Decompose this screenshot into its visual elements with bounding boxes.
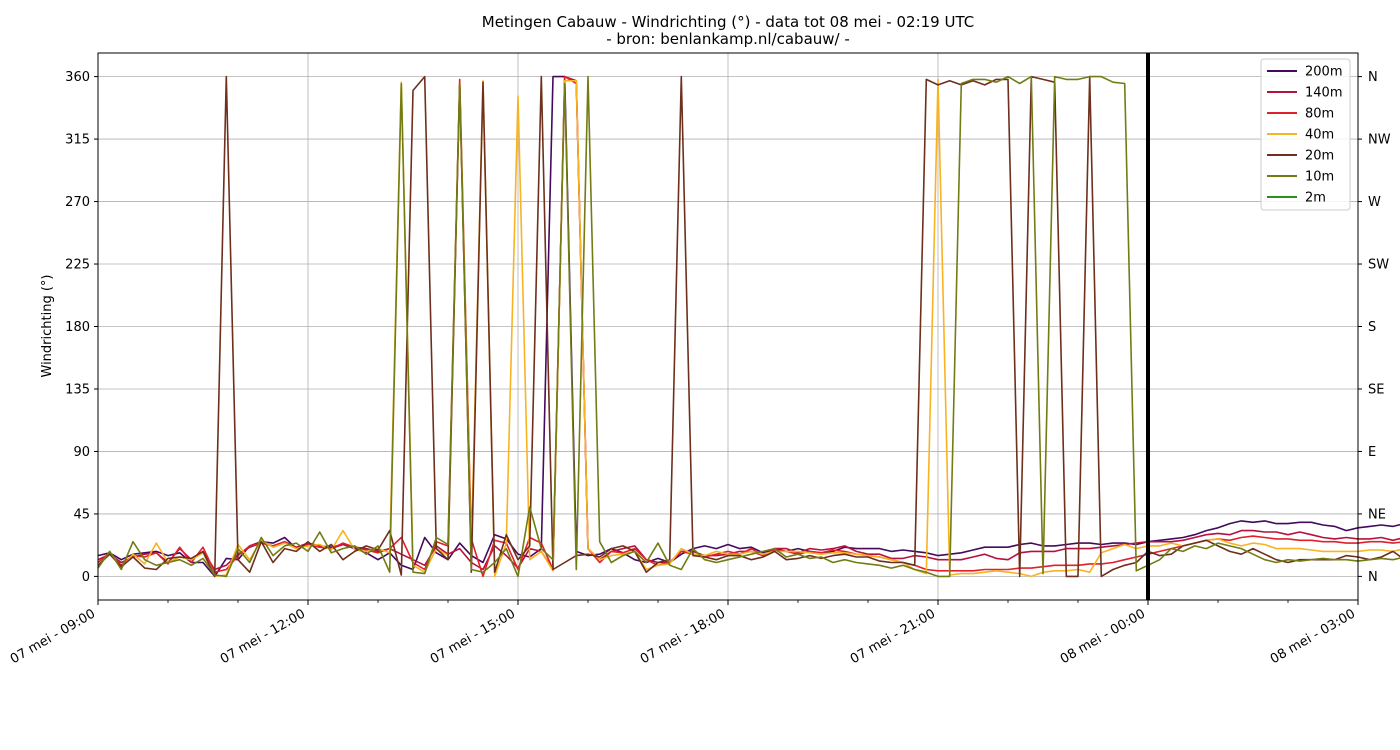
gridlines <box>97 53 1359 600</box>
y2-tick-label: S <box>1368 320 1376 335</box>
legend-label: 10m <box>1305 170 1334 185</box>
x-tick-label: 07 mei - 15:00 <box>428 606 518 667</box>
legend-label: 140m <box>1305 86 1342 101</box>
legend-label: 40m <box>1305 128 1334 143</box>
y2-tick-label: W <box>1368 195 1381 210</box>
x-axis-ticks: 07 mei - 09:00 07 mei - 12:00 07 mei - 15:… <box>8 600 1359 667</box>
y-tick-label: 225 <box>65 258 90 273</box>
series-line-10m <box>97 75 1400 578</box>
x-tick-label: 07 mei - 09:00 <box>8 606 98 667</box>
series-line-40m <box>97 78 1400 578</box>
y-axis-ticks: 0 45 90 135 180 225 270 315 360 <box>65 70 98 585</box>
y-tick-label: 45 <box>73 507 90 522</box>
y-tick-label: 270 <box>65 195 90 210</box>
y-axis-label: Windrichting (°) <box>40 275 55 378</box>
x-tick-label: 08 mei - 00:00 <box>1058 606 1148 667</box>
legend-label: 200m <box>1305 65 1342 80</box>
y-tick-label: 315 <box>65 133 90 148</box>
y2-tick-label: E <box>1368 445 1376 460</box>
y2-tick-label: SW <box>1368 258 1389 273</box>
y2-tick-label: NE <box>1368 507 1386 522</box>
x-tick-label: 07 mei - 18:00 <box>638 606 728 667</box>
chart-title: Metingen Cabauw - Windrichting (°) - dat… <box>482 13 974 31</box>
x-tick-label: 08 mei - 03:00 <box>1268 606 1358 667</box>
y2-tick-label: N <box>1368 570 1378 585</box>
x-tick-label: 07 mei - 21:00 <box>848 606 938 667</box>
legend-label: 2m <box>1305 191 1326 206</box>
legend-label: 20m <box>1305 149 1334 164</box>
y2-tick-label: SE <box>1368 382 1384 397</box>
series-lines <box>97 75 1400 578</box>
x-tick-label: 07 mei - 12:00 <box>218 606 308 667</box>
y2-tick-label: N <box>1368 70 1378 85</box>
series-line-140m <box>97 75 1400 571</box>
y-tick-label: 90 <box>73 445 90 460</box>
y2-axis-ticks: N NE E SE S SW W NW N <box>1358 70 1391 585</box>
y-tick-label: 360 <box>65 70 90 85</box>
series-line-20m <box>97 75 1400 578</box>
chart-subtitle: - bron: benlankamp.nl/cabauw/ - <box>606 30 850 48</box>
legend-box <box>1260 58 1351 211</box>
y-tick-label: 0 <box>82 570 90 585</box>
y2-tick-label: NW <box>1368 133 1391 148</box>
y-tick-label: 180 <box>65 320 90 335</box>
y-tick-label: 135 <box>65 382 90 397</box>
legend: 200m 140m 80m 40m 20m 10m 2m <box>1260 58 1351 211</box>
legend-label: 80m <box>1305 107 1334 122</box>
